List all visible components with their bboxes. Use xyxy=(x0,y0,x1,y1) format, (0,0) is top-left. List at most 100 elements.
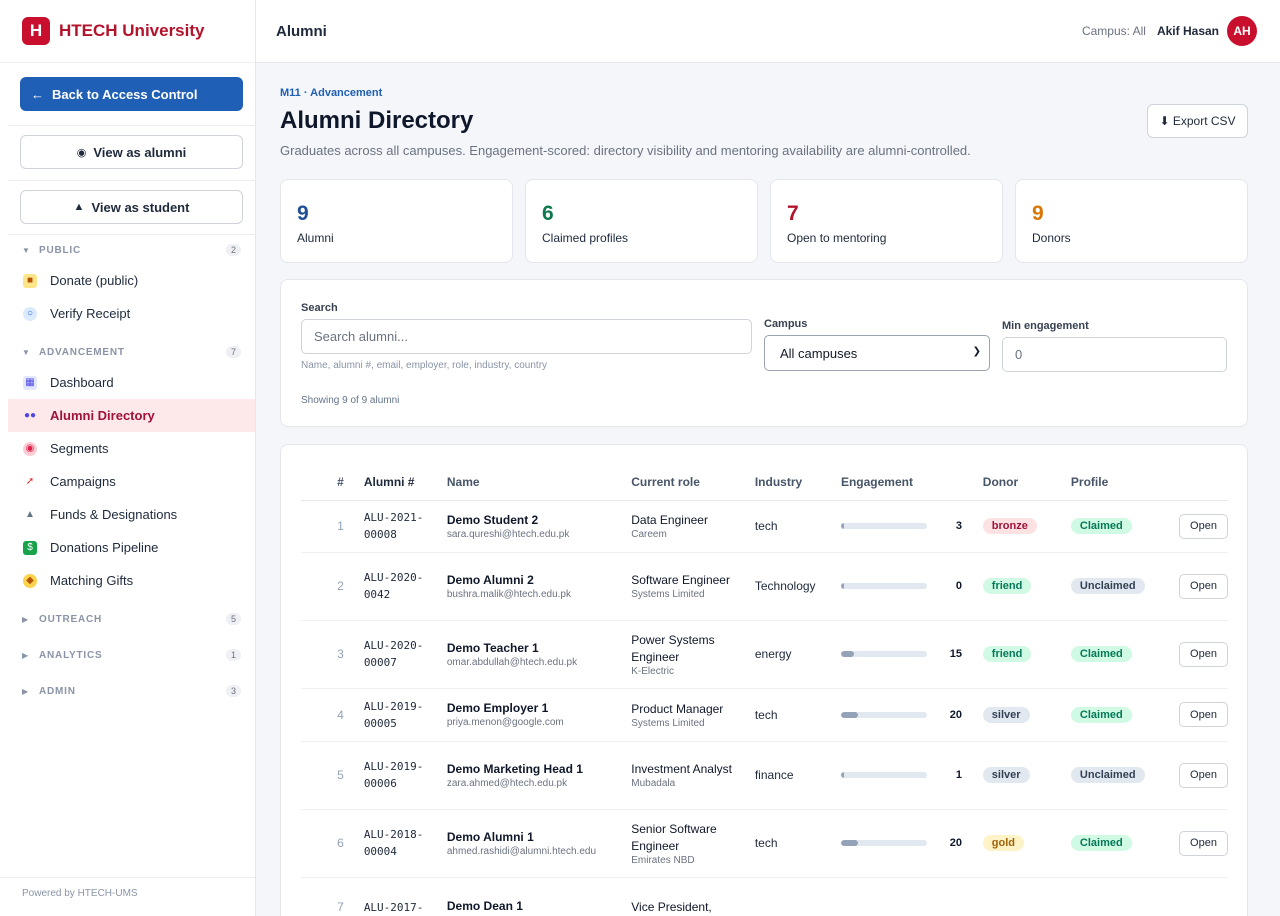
profile-status-badge: Claimed xyxy=(1070,835,1132,851)
profile-status-badge: Unclaimed xyxy=(1070,578,1145,594)
brand[interactable]: H HTECH University xyxy=(0,0,255,63)
alumni-number: ALU-2017- xyxy=(363,877,447,916)
magnifier-icon: ○ xyxy=(23,306,37,321)
role-title: Product Manager xyxy=(631,701,724,716)
actions-cell xyxy=(1167,877,1228,916)
engagement-bar-fill xyxy=(840,772,844,778)
engagement-cell: 20 xyxy=(840,809,983,878)
table-row[interactable]: 2 ALU-2020- 0042 Demo Alumni 2 bushra.malik@… xyxy=(301,552,1228,621)
search-input[interactable]: Search alumni... xyxy=(301,319,752,354)
user-name[interactable]: Akif Hasan xyxy=(1156,24,1219,38)
table-row[interactable]: 5 ALU-2019- 00006 Demo Marketing Head 1 zara… xyxy=(301,741,1228,810)
alumni-name[interactable]: Demo Teacher 1 xyxy=(446,640,539,655)
sidebar-item-dashboard[interactable]: ▦ Dashboard xyxy=(8,366,255,399)
donor-badge: bronze xyxy=(982,518,1037,534)
open-button[interactable]: Open xyxy=(1179,641,1228,667)
sidebar-item-matching-gifts[interactable]: ◆ Matching Gifts xyxy=(8,564,255,597)
col-current-role[interactable]: Current role xyxy=(631,465,755,501)
view-as-student-label: View as student xyxy=(91,199,190,215)
handshake-icon: ◆ xyxy=(23,573,37,588)
engagement-bar xyxy=(840,583,927,589)
profile-cell: Unclaimed xyxy=(1070,552,1168,621)
brand-name: HTECH University xyxy=(59,21,205,40)
employer: Mubadala xyxy=(631,778,676,789)
row-index: 5 xyxy=(301,741,364,810)
alumni-number-part: ALU-2017- xyxy=(363,900,424,914)
avatar[interactable]: AH xyxy=(1227,16,1257,46)
alumni-name-cell: Demo Marketing Head 1 zara.ahmed@htech.ed… xyxy=(446,741,632,810)
section-label: ADVANCEMENT xyxy=(39,346,125,358)
caret-right-icon: ▶ xyxy=(22,650,29,660)
sidebar-item-segments[interactable]: ◉ Segments xyxy=(8,432,255,465)
role-title: Data Engineer xyxy=(631,513,708,527)
rocket-icon: ➚ xyxy=(25,476,35,487)
arrow-left-icon: ← xyxy=(31,86,44,102)
alumni-number-part: 00008 xyxy=(363,528,397,541)
profile-status-badge: Claimed xyxy=(1070,518,1132,534)
table-row[interactable]: 6 ALU-2018- 00004 Demo Alumni 1 ahmed.rashid… xyxy=(301,809,1228,878)
table-row[interactable]: 1 ALU-2021- 00008 Demo Student 2 sara.quresh… xyxy=(301,500,1228,553)
alumni-number: ALU-2018- 00004 xyxy=(363,809,447,878)
col-industry[interactable]: Industry xyxy=(754,465,841,501)
current-role-cell: Product Manager Systems Limited xyxy=(631,688,755,742)
min-engagement-input[interactable]: 0 xyxy=(1002,337,1227,372)
open-button[interactable]: Open xyxy=(1179,513,1228,539)
sidebar-item-donate-public[interactable]: ■ Donate (public) xyxy=(8,264,255,297)
current-role-cell: Senior Software Engineer Emirates NBD xyxy=(631,809,755,878)
open-button[interactable]: Open xyxy=(1179,702,1228,727)
alumni-name[interactable]: Demo Employer 1 xyxy=(446,701,549,715)
open-button[interactable]: Open xyxy=(1179,762,1228,788)
donor-cell: bronze xyxy=(982,500,1071,553)
col-engagement[interactable]: Engagement xyxy=(840,465,983,501)
engagement-bar xyxy=(840,523,927,529)
alumni-name-cell: Demo Dean 1 xyxy=(446,877,632,916)
alumni-name[interactable]: Demo Student 2 xyxy=(446,512,539,527)
section-public[interactable]: ▼ PUBLIC 2 xyxy=(22,242,241,258)
open-button[interactable]: Open xyxy=(1179,573,1228,599)
alumni-name[interactable]: Demo Alumni 2 xyxy=(446,572,534,587)
money-icon: $ xyxy=(23,540,37,555)
col-profile[interactable]: Profile xyxy=(1070,465,1168,501)
section-admin[interactable]: ▶ ADMIN 3 xyxy=(22,683,241,699)
alumni-email: omar.abdullah@htech.edu.pk xyxy=(446,656,578,668)
col-donor[interactable]: Donor xyxy=(982,465,1071,501)
table-row[interactable]: 7 ALU-2017- Demo Dean 1 Vice President, xyxy=(301,877,1228,916)
section-outreach[interactable]: ▶ OUTREACH 5 xyxy=(22,611,241,627)
view-as-alumni-button[interactable]: ◉ View as alumni xyxy=(20,135,243,169)
section-analytics[interactable]: ▶ ANALYTICS 1 xyxy=(22,647,241,663)
alumni-number-part: ALU-2018- xyxy=(363,828,424,841)
sidebar-item-verify-receipt[interactable]: ○ Verify Receipt xyxy=(8,297,255,330)
actions-cell: Open xyxy=(1167,741,1228,810)
section-label: PUBLIC xyxy=(39,244,82,256)
open-button[interactable]: Open xyxy=(1179,830,1228,856)
export-csv-button[interactable]: ⬇ Export CSV xyxy=(1147,104,1248,138)
table-header-row: # Alumni # Name Current role Industry En… xyxy=(301,465,1228,501)
sidebar-item-alumni-directory[interactable]: ●● Alumni Directory xyxy=(8,399,255,432)
campus-select[interactable]: All campuses ❯ xyxy=(764,335,990,371)
bank-icon: ▲ xyxy=(25,509,35,520)
alumni-name[interactable]: Demo Dean 1 xyxy=(446,899,523,913)
view-as-student-button[interactable]: ▲ View as student xyxy=(20,190,243,224)
col-index: # xyxy=(301,465,364,501)
table-row[interactable]: 4 ALU-2019- 00005 Demo Employer 1 priya.meno… xyxy=(301,688,1228,742)
campus-indicator[interactable]: Campus: All xyxy=(1081,24,1146,38)
current-role-cell: Power Systems Engineer K-Electric xyxy=(631,620,755,689)
sidebar-item-funds-designations[interactable]: ▲ Funds & Designations xyxy=(8,498,255,531)
profile-status-badge: Unclaimed xyxy=(1070,767,1145,783)
current-role-cell: Investment Analyst Mubadala xyxy=(631,741,755,810)
donor-cell: gold xyxy=(982,809,1071,878)
back-to-access-control-button[interactable]: ← Back to Access Control xyxy=(20,77,243,111)
donor-cell: silver xyxy=(982,688,1071,742)
col-name[interactable]: Name xyxy=(446,465,632,501)
alumni-name[interactable]: Demo Alumni 1 xyxy=(446,829,534,844)
engagement-bar-fill xyxy=(840,651,854,657)
sidebar-item-donations-pipeline[interactable]: $ Donations Pipeline xyxy=(8,531,255,564)
sidebar-item-campaigns[interactable]: ➚ Campaigns xyxy=(8,465,255,498)
table-row[interactable]: 3 ALU-2020- 00007 Demo Teacher 1 omar.abdull… xyxy=(301,620,1228,689)
engagement-bar xyxy=(840,651,927,657)
stat-value: 9 xyxy=(1032,202,1044,225)
alumni-name[interactable]: Demo Marketing Head 1 xyxy=(446,761,583,776)
industry: Technology xyxy=(754,552,841,621)
col-alumni-number[interactable]: Alumni # xyxy=(363,465,447,501)
section-advancement[interactable]: ▼ ADVANCEMENT 7 xyxy=(22,344,241,360)
